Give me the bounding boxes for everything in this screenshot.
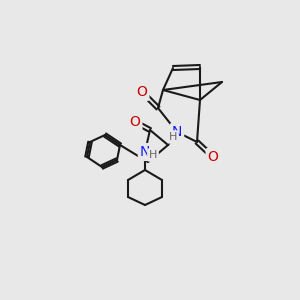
Text: H: H bbox=[149, 150, 157, 160]
Text: O: O bbox=[130, 115, 140, 129]
Text: N: N bbox=[172, 125, 182, 139]
Text: O: O bbox=[208, 150, 218, 164]
Text: H: H bbox=[169, 132, 177, 142]
Text: O: O bbox=[136, 85, 147, 99]
Text: N: N bbox=[140, 145, 150, 159]
